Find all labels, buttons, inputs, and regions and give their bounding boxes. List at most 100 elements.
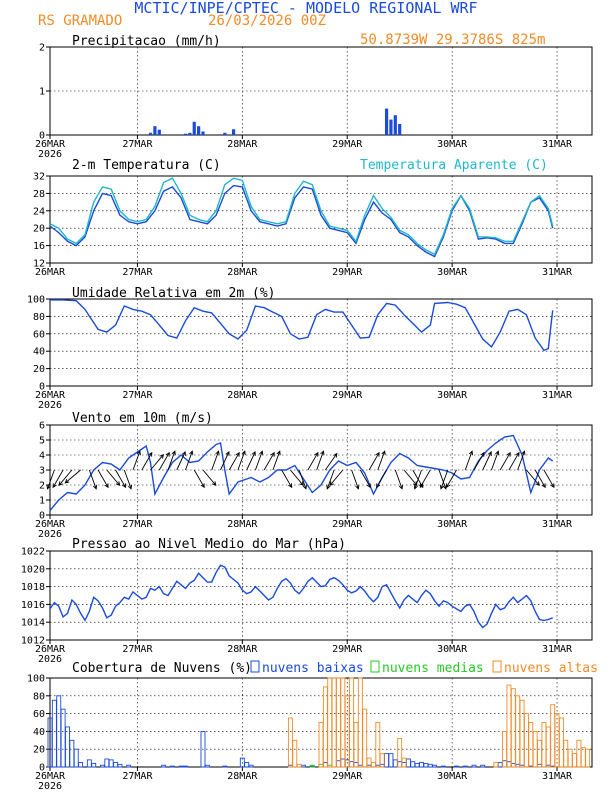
wind-vector [237, 451, 246, 471]
cloud-bar-0 [480, 764, 486, 768]
wind-arrowhead [480, 451, 485, 457]
wind-arrowhead [92, 484, 98, 490]
wind-vector [377, 451, 386, 471]
wind-vector [220, 451, 230, 471]
wind-vector [419, 469, 431, 488]
wind-arrowhead [446, 483, 451, 489]
wind-arrowhead [270, 451, 275, 457]
legend-label-high: nuvens altas [504, 661, 598, 676]
press-xtick-label: 27MAR [122, 644, 153, 655]
wind-arrowhead [52, 483, 57, 489]
cloud-bar-0 [388, 753, 394, 768]
wind-vector [228, 452, 240, 471]
wind-vector [246, 451, 256, 471]
rh-ytick-label: 60 [33, 329, 45, 340]
wind-vector [403, 469, 418, 486]
wind-ytick-label: 3 [39, 466, 45, 477]
clouds-ytick-label: 100 [27, 674, 45, 685]
cloud-bar-1 [309, 764, 315, 768]
wind-vector [414, 469, 422, 489]
wind-arrowhead [376, 483, 381, 489]
wind-vector [185, 451, 193, 471]
temp-xtick-label: 30MAR [437, 267, 468, 278]
wind-arrowhead [241, 450, 246, 456]
cloud-bar-0 [440, 765, 446, 768]
press-ytick-label: 1012 [21, 636, 45, 647]
clouds-title: Cobertura de Nuvens (%) [72, 661, 252, 676]
header-run: 26/03/2026 00Z [208, 13, 326, 29]
wind-vector [52, 469, 64, 488]
temp-ytick-label: 12 [33, 259, 45, 270]
legend-label-mid: nuvens medias [382, 661, 484, 676]
wind-vector [464, 451, 473, 471]
wind-arrowhead [413, 481, 418, 487]
wind-arrowhead [366, 483, 371, 489]
wind-vector [255, 451, 263, 471]
precip-bar [389, 119, 393, 135]
wind-vector [158, 452, 170, 471]
cloud-bar-2 [331, 677, 337, 768]
wind-ytick-label: 1 [39, 496, 45, 507]
cloud-bar-2 [558, 717, 564, 768]
wind-arrowhead [200, 483, 205, 489]
wind-vector [412, 469, 424, 488]
wind-xtick-label: 26MAR [35, 519, 66, 530]
precip-bar [197, 126, 201, 135]
cloud-bar-0 [65, 726, 70, 768]
wind-vector [263, 452, 275, 471]
wind-xtick-label: 27MAR [122, 519, 153, 530]
rh-year-label: 2026 [38, 400, 62, 411]
cloud-bar-2 [327, 677, 333, 768]
wind-vector [290, 469, 304, 486]
temp-xtick-label: 26MAR [35, 267, 66, 278]
temp-xtick-label: 31MAR [542, 267, 573, 278]
wind-arrowhead [314, 451, 319, 457]
press-ytick-label: 1022 [21, 547, 45, 558]
wind-arrowhead [171, 450, 176, 456]
cloud-bar-0 [178, 765, 184, 768]
rh-ytick-label: 100 [27, 295, 45, 306]
cloud-bar-0 [86, 759, 92, 768]
wind-vector [329, 469, 344, 486]
wind-speed-line [49, 434, 554, 511]
cloud-bar-2 [362, 708, 368, 768]
cloud-bar-2 [567, 748, 573, 768]
legend-swatch-mid [370, 660, 380, 673]
cloud-bar-0 [200, 730, 206, 768]
wind-vector [141, 452, 153, 471]
wind-arrowhead [115, 481, 121, 487]
wind-vector [47, 469, 55, 489]
temp-line-1 [49, 177, 554, 256]
wind-arrowhead [215, 450, 220, 456]
precip-bar [188, 132, 192, 135]
rh-xtick-label: 30MAR [437, 390, 468, 401]
cloud-bar-2 [528, 722, 534, 768]
wind-arrowhead [64, 479, 70, 484]
wind-vector [123, 469, 132, 489]
wind-ytick-label: 0 [39, 511, 45, 522]
cloud-bar-2 [580, 746, 586, 768]
wind-arrowhead [333, 452, 338, 458]
wind-ytick-label: 4 [39, 451, 45, 462]
cloud-bar-0 [248, 764, 254, 768]
wind-vector [316, 451, 324, 471]
wind-arrowhead [165, 451, 170, 457]
cloud-bar-0 [454, 765, 459, 768]
cloud-bar-2 [397, 738, 403, 768]
wind-arrowhead [189, 450, 194, 456]
clouds-ytick-label: 40 [33, 727, 45, 738]
wind-vector [491, 451, 499, 471]
press-title: Pressao ao Nivel Medio do Mar (hPa) [72, 537, 346, 552]
legend-swatch-low [250, 660, 260, 673]
clouds-xtick-label: 29MAR [332, 771, 363, 782]
wind-arrowhead [299, 481, 304, 487]
wind-vector [176, 451, 186, 471]
cloud-bar-0 [169, 765, 175, 768]
rh-frame [49, 298, 593, 387]
wind-vector [368, 452, 380, 471]
header-location: RS GRAMADO [38, 13, 122, 29]
cloud-bar-2 [519, 699, 525, 768]
precip-bar [192, 121, 196, 135]
wind-vector [473, 452, 485, 471]
wind-xtick-label: 30MAR [437, 519, 468, 530]
